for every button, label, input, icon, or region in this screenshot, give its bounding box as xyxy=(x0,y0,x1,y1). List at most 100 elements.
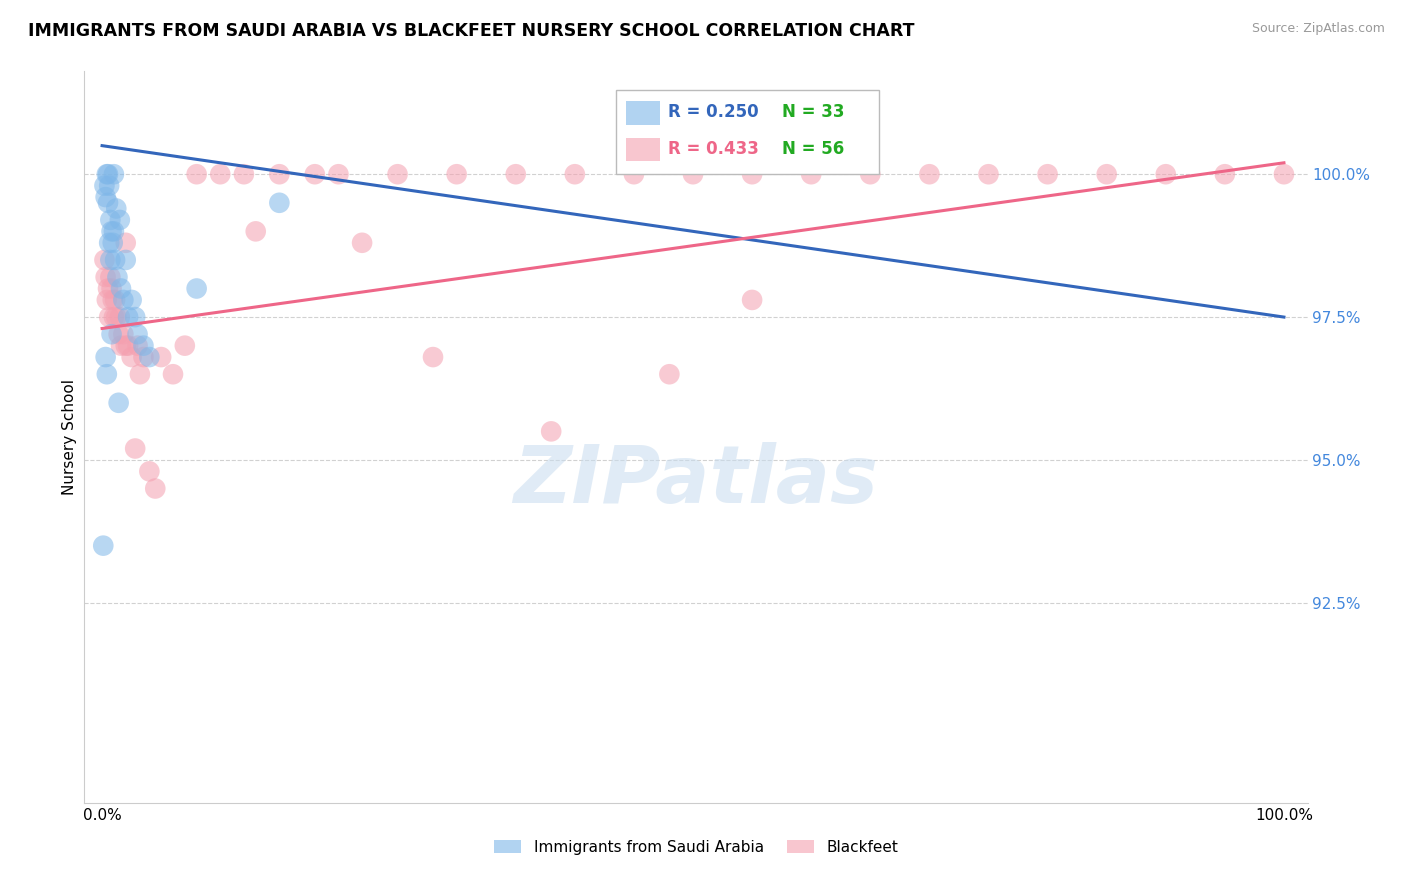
Point xyxy=(101,293,124,307)
FancyBboxPatch shape xyxy=(626,138,661,161)
Point xyxy=(352,235,374,250)
Text: Source: ZipAtlas.com: Source: ZipAtlas.com xyxy=(1251,22,1385,36)
Legend: Immigrants from Saudi Arabia, Blackfeet: Immigrants from Saudi Arabia, Blackfeet xyxy=(488,834,904,861)
Point xyxy=(97,281,120,295)
Point xyxy=(121,293,143,307)
Point xyxy=(108,310,131,324)
Point xyxy=(110,338,132,352)
Point xyxy=(94,270,117,285)
Point xyxy=(98,235,121,250)
Point xyxy=(150,350,173,364)
Point xyxy=(96,293,118,307)
Point xyxy=(96,167,118,181)
Point xyxy=(114,252,136,267)
Point xyxy=(269,195,291,210)
Point xyxy=(108,213,131,227)
Text: R = 0.250: R = 0.250 xyxy=(668,103,758,121)
Text: IMMIGRANTS FROM SAUDI ARABIA VS BLACKFEET NURSERY SCHOOL CORRELATION CHART: IMMIGRANTS FROM SAUDI ARABIA VS BLACKFEE… xyxy=(28,22,915,40)
Point xyxy=(100,224,122,238)
Point xyxy=(422,350,444,364)
FancyBboxPatch shape xyxy=(626,102,661,125)
Point xyxy=(162,368,184,382)
Point xyxy=(117,310,139,324)
Point xyxy=(186,167,208,181)
Text: R = 0.433: R = 0.433 xyxy=(668,140,759,158)
Point xyxy=(124,442,146,456)
Point xyxy=(129,368,152,382)
Point xyxy=(564,167,586,181)
Point xyxy=(103,310,125,324)
Point xyxy=(100,281,122,295)
Point xyxy=(1095,167,1118,181)
Point xyxy=(94,190,117,204)
Point xyxy=(124,310,146,324)
Point xyxy=(682,167,704,181)
Text: N = 56: N = 56 xyxy=(782,140,844,158)
Point xyxy=(98,213,121,227)
Point xyxy=(98,252,121,267)
Point xyxy=(98,310,121,324)
Point xyxy=(93,252,115,267)
Point xyxy=(304,167,326,181)
Point xyxy=(104,293,127,307)
Point xyxy=(100,327,122,342)
Point xyxy=(1213,167,1236,181)
Point xyxy=(107,327,129,342)
Point xyxy=(658,368,681,382)
Point xyxy=(741,293,763,307)
Point xyxy=(540,425,562,439)
Point xyxy=(623,167,645,181)
Point xyxy=(114,235,136,250)
Point xyxy=(138,350,160,364)
Point xyxy=(186,281,208,295)
Point xyxy=(104,252,127,267)
Point xyxy=(132,338,155,352)
Point xyxy=(112,327,135,342)
Point xyxy=(245,224,267,238)
Point xyxy=(1036,167,1059,181)
Point xyxy=(105,310,128,324)
Point xyxy=(127,338,149,352)
Point xyxy=(98,178,121,193)
Point xyxy=(138,464,160,478)
Text: ZIPatlas: ZIPatlas xyxy=(513,442,879,520)
Point xyxy=(101,235,124,250)
Point xyxy=(1272,167,1295,181)
Point xyxy=(98,270,121,285)
Point xyxy=(918,167,941,181)
Point xyxy=(232,167,254,181)
Point xyxy=(121,350,143,364)
Point xyxy=(114,338,136,352)
Point xyxy=(143,482,166,496)
Point xyxy=(859,167,882,181)
Point xyxy=(127,327,149,342)
Point xyxy=(93,178,115,193)
Point xyxy=(96,368,118,382)
Point xyxy=(269,167,291,181)
Point xyxy=(173,338,195,352)
Point xyxy=(97,195,120,210)
Text: N = 33: N = 33 xyxy=(782,103,844,121)
Point xyxy=(387,167,409,181)
Point xyxy=(132,350,155,364)
Point xyxy=(91,539,114,553)
Point xyxy=(94,350,117,364)
Point xyxy=(117,338,139,352)
Point xyxy=(328,167,350,181)
Point xyxy=(800,167,823,181)
Point xyxy=(741,167,763,181)
Point xyxy=(1154,167,1177,181)
Point xyxy=(105,202,128,216)
Point xyxy=(977,167,1000,181)
Point xyxy=(446,167,468,181)
Point xyxy=(107,396,129,410)
Point xyxy=(209,167,232,181)
Y-axis label: Nursery School: Nursery School xyxy=(62,379,77,495)
Point xyxy=(103,167,125,181)
Point xyxy=(97,167,120,181)
FancyBboxPatch shape xyxy=(616,90,880,174)
Point xyxy=(103,224,125,238)
Point xyxy=(505,167,527,181)
Point xyxy=(107,270,129,285)
Point xyxy=(110,281,132,295)
